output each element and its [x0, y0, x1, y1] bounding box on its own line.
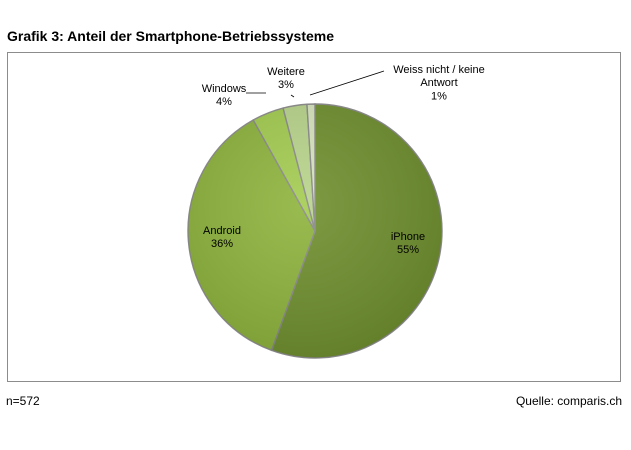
data-label-android: Android 36%	[203, 225, 241, 250]
chart-title: Grafik 3: Anteil der Smartphone-Betriebs…	[7, 28, 335, 44]
leader-line-weiss-nicht-keine-antwort	[309, 70, 385, 96]
data-label-iphone: iPhone 55%	[391, 231, 425, 256]
chart-frame: iPhone 55% Android 36% Windows 4% Weitere 3% Wei…	[7, 52, 621, 382]
source-note: Quelle: comparis.ch	[515, 394, 622, 408]
data-label-windows: Windows 4%	[202, 83, 247, 108]
pie-chart: iPhone 55% Android 36% Windows 4% Weitere 3% Wei…	[187, 64, 485, 359]
data-label-weiss-nicht-keine-antwort: Weiss nicht / keine Antwort 1%	[393, 64, 485, 102]
leader-line-weitere	[290, 94, 295, 98]
sample-size: n=572	[6, 394, 40, 408]
data-label-weitere: Weitere 3%	[267, 66, 305, 91]
